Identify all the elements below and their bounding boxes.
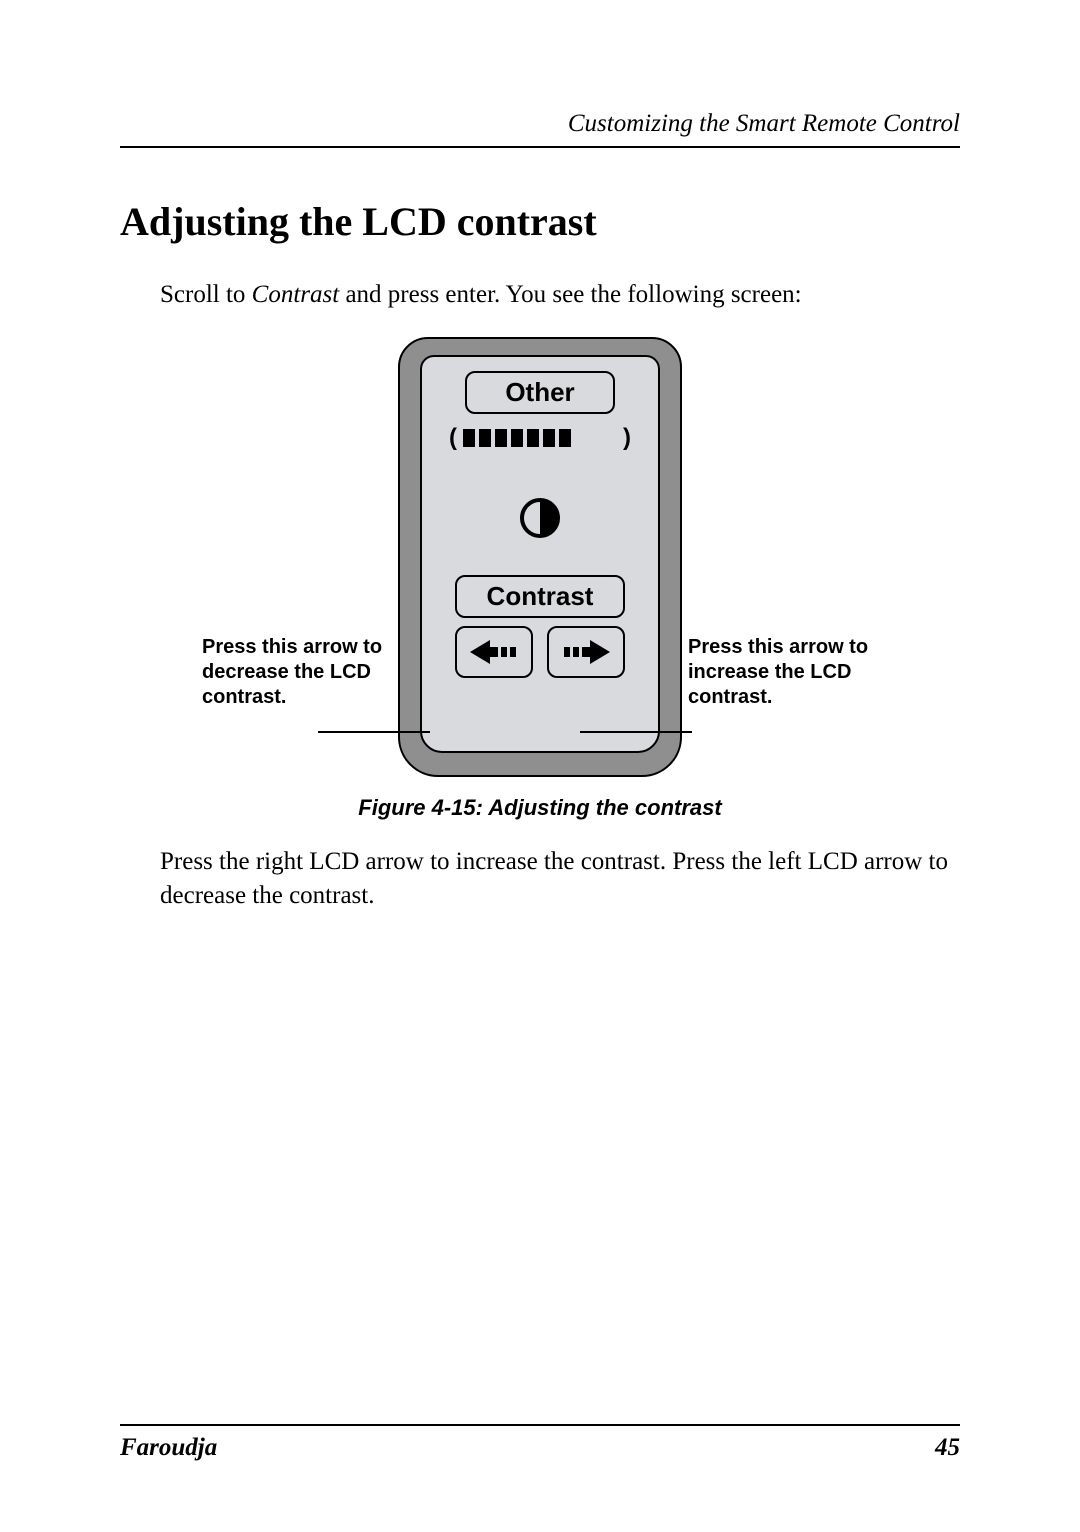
level-empty-space: [577, 438, 617, 439]
lcd-top-label: Other: [465, 371, 615, 414]
decrease-contrast-button[interactable]: [455, 626, 533, 678]
contrast-level-indicator: ( ): [434, 424, 646, 452]
level-bar: [495, 429, 507, 447]
arrow-right-icon: [560, 638, 612, 666]
body-paragraph: Press the right LCD arrow to increase th…: [160, 845, 960, 913]
intro-paragraph: Scroll to Contrast and press enter. You …: [160, 281, 960, 309]
running-header: Customizing the Smart Remote Control: [120, 110, 960, 148]
leader-line-left: [318, 731, 430, 733]
footer-brand: Faroudja: [120, 1434, 217, 1462]
level-bar: [543, 429, 555, 447]
leader-line-right: [580, 731, 692, 733]
level-bars: [463, 429, 571, 447]
document-page: Customizing the Smart Remote Control Adj…: [0, 0, 1080, 1532]
page-footer: Faroudja 45: [120, 1424, 960, 1462]
intro-text-post: and press enter. You see the following s…: [339, 281, 801, 308]
intro-text-pre: Scroll to: [160, 281, 252, 308]
remote-lcd: Other ( ) Contrast: [420, 355, 660, 753]
callout-increase: Press this arrow to increase the LCD con…: [688, 405, 878, 710]
level-bar: [559, 429, 571, 447]
callout-decrease: Press this arrow to decrease the LCD con…: [202, 405, 392, 710]
level-bar: [511, 429, 523, 447]
contrast-icon: [518, 496, 562, 545]
arrow-left-icon: [468, 638, 520, 666]
figure-caption: Figure 4-15: Adjusting the contrast: [120, 795, 960, 821]
level-bar: [463, 429, 475, 447]
level-bar: [479, 429, 491, 447]
level-open-paren: (: [449, 424, 457, 452]
figure-container: Press this arrow to decrease the LCD con…: [120, 337, 960, 777]
lcd-mid-label: Contrast: [455, 575, 625, 618]
remote-diagram: Other ( ) Contrast: [398, 337, 682, 777]
intro-keyword: Contrast: [252, 281, 340, 308]
level-close-paren: ): [623, 424, 631, 452]
arrow-button-row: [455, 626, 625, 678]
section-title: Adjusting the LCD contrast: [120, 198, 960, 245]
footer-page-number: 45: [935, 1434, 960, 1462]
level-bar: [527, 429, 539, 447]
increase-contrast-button[interactable]: [547, 626, 625, 678]
